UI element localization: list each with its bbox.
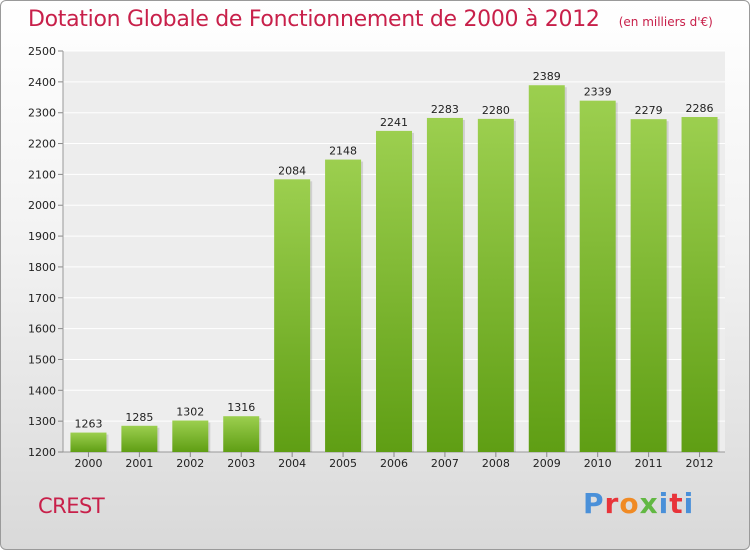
bar	[528, 85, 565, 452]
data-label: 1263	[74, 418, 102, 431]
y-tick-label: 1900	[28, 230, 56, 243]
brand-letter: t	[669, 487, 684, 520]
y-tick-label: 1200	[28, 446, 56, 459]
y-tick-label: 1700	[28, 292, 56, 305]
y-tick-label: 1300	[28, 415, 56, 428]
chart-subtitle: (en milliers d'€)	[618, 15, 713, 29]
data-label: 2279	[635, 104, 663, 117]
brand-letter: P	[583, 487, 605, 520]
x-tick-label: 2002	[176, 457, 204, 470]
x-tick-label: 2009	[533, 457, 561, 470]
brand-letter: i	[683, 487, 695, 520]
x-tick-label: 2003	[227, 457, 255, 470]
x-tick-label: 2001	[125, 457, 153, 470]
y-tick-label: 1600	[28, 323, 56, 336]
data-label: 1285	[125, 411, 153, 424]
data-label: 1316	[227, 401, 255, 414]
data-label: 1302	[176, 406, 204, 419]
x-tick-label: 2011	[635, 457, 663, 470]
bar	[172, 420, 209, 452]
x-tick-label: 2008	[482, 457, 510, 470]
bar	[426, 117, 463, 452]
chart-title: Dotation Globale de Fonctionnement de 20…	[28, 7, 600, 32]
bar	[376, 130, 412, 452]
brand-letter: i	[658, 487, 670, 520]
y-tick-label: 2200	[28, 138, 56, 151]
y-tick-label: 1500	[28, 353, 56, 366]
bar	[274, 179, 311, 452]
y-tick-label: 2500	[28, 45, 56, 58]
x-tick-label: 2004	[278, 457, 306, 470]
x-tick-label: 2006	[380, 457, 408, 470]
y-tick-label: 1400	[28, 384, 56, 397]
data-label: 2280	[482, 104, 510, 117]
x-tick-label: 2000	[74, 457, 102, 470]
bar	[579, 100, 616, 453]
y-tick-label: 2300	[28, 107, 56, 120]
y-tick-label: 1800	[28, 261, 56, 274]
data-label: 2084	[278, 164, 306, 177]
data-label: 2241	[380, 116, 408, 129]
bar	[325, 159, 362, 452]
brand-letter: r	[604, 487, 620, 520]
brand-letter: o	[619, 487, 640, 520]
y-tick-label: 2100	[28, 168, 56, 181]
commune-name: CREST	[38, 494, 105, 518]
bar	[70, 432, 107, 452]
x-tick-label: 2010	[584, 457, 612, 470]
chart-title-block: Dotation Globale de Fonctionnement de 20…	[28, 7, 713, 32]
bar	[681, 117, 718, 452]
bar	[121, 425, 158, 452]
bar	[223, 416, 260, 452]
data-label: 2283	[431, 103, 459, 116]
y-tick-label: 2400	[28, 76, 56, 89]
bar	[630, 119, 667, 453]
data-label: 2148	[329, 145, 357, 158]
data-label: 2286	[686, 102, 714, 115]
brand-logo: Proxiti	[583, 487, 694, 520]
y-tick-label: 2000	[28, 199, 56, 212]
data-label: 2339	[584, 86, 612, 99]
bar	[477, 118, 514, 452]
x-tick-label: 2007	[431, 457, 459, 470]
data-label: 2389	[533, 70, 561, 83]
x-tick-label: 2012	[686, 457, 714, 470]
brand-letter: x	[639, 487, 659, 520]
x-tick-label: 2005	[329, 457, 357, 470]
